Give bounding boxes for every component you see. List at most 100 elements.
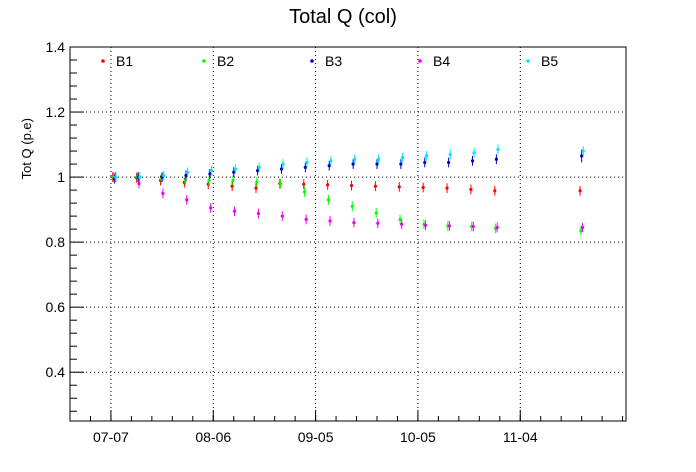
axes: 0.4 0.6 0.8 1 1.2 1.4 07-07 08-06 09-05 10-05 11-0… (46, 39, 624, 445)
data-point (232, 209, 237, 213)
data-point (256, 211, 261, 216)
y-tick-label: 0.8 (46, 234, 66, 250)
data-point (352, 221, 356, 225)
data-point (376, 221, 380, 225)
data-point (376, 157, 381, 161)
data-point (493, 189, 497, 193)
data-point (327, 164, 331, 168)
data-point (162, 173, 166, 178)
series-B4 (113, 172, 585, 233)
data-point (280, 214, 284, 218)
y-tick-label: 1.4 (46, 39, 66, 55)
data-point (209, 206, 213, 210)
data-point (138, 175, 142, 179)
series-B2 (111, 172, 583, 236)
data-point (350, 204, 354, 208)
data-point (397, 185, 401, 189)
legend-marker (310, 59, 314, 63)
data-point (255, 180, 259, 184)
data-points (111, 144, 585, 236)
y-tick-label: 1 (57, 169, 65, 185)
series-B1 (111, 172, 582, 196)
series-B3 (112, 149, 584, 184)
data-point (232, 170, 236, 174)
data-point (447, 224, 452, 228)
plot-frame (69, 46, 627, 422)
legend-marker (418, 59, 422, 63)
data-point (578, 189, 582, 193)
data-point (470, 159, 475, 163)
data-point (580, 225, 585, 230)
data-point (279, 167, 284, 171)
data-point (303, 165, 307, 169)
data-point (398, 217, 402, 221)
data-point (329, 159, 333, 163)
data-point (400, 155, 405, 160)
data-point (114, 175, 118, 179)
y-tick-label: 0.6 (46, 299, 66, 315)
data-point (257, 165, 261, 169)
legend-marker (101, 59, 105, 63)
data-point (233, 167, 237, 171)
data-point (580, 154, 584, 158)
legend-label: B4 (433, 53, 450, 69)
data-point (254, 186, 258, 190)
data-point (328, 219, 332, 223)
grid (70, 47, 626, 421)
legend-label: B3 (325, 53, 342, 69)
data-point (423, 223, 428, 227)
data-point (472, 151, 476, 155)
x-tick-label: 08-06 (195, 429, 231, 445)
data-point (304, 217, 308, 221)
data-point (281, 162, 285, 166)
x-tick-label: 07-07 (93, 429, 129, 445)
data-point (373, 184, 377, 188)
data-point (302, 182, 306, 186)
data-point (353, 157, 357, 161)
data-point (230, 184, 234, 188)
chart-title: Total Q (col) (289, 6, 397, 28)
data-point (302, 190, 307, 194)
data-point (469, 187, 473, 192)
x-tick-label: 11-04 (503, 429, 538, 445)
data-point (305, 160, 309, 165)
data-point (400, 222, 404, 226)
x-tick-label: 10-05 (400, 429, 436, 445)
data-point (185, 170, 190, 174)
x-tick-label: 09-05 (298, 429, 334, 445)
y-tick-label: 1.2 (46, 104, 66, 120)
legend-label: B1 (116, 53, 133, 69)
legend-label: B2 (217, 53, 234, 69)
data-point (447, 160, 451, 165)
data-point (185, 198, 189, 202)
data-point (495, 225, 499, 230)
data-point (326, 183, 330, 187)
data-point (374, 211, 378, 215)
data-point (399, 162, 403, 166)
data-point (496, 147, 500, 152)
data-point (423, 160, 427, 165)
data-point (279, 181, 283, 186)
y-axis-label: Tot Q (p.e) (19, 118, 34, 179)
data-point (231, 178, 235, 182)
series-B5 (114, 144, 585, 182)
legend: B1 B2 B3 B4 B5 (101, 53, 558, 69)
data-point (351, 162, 355, 166)
data-point (579, 229, 583, 233)
data-point (326, 198, 331, 202)
data-point (184, 173, 188, 178)
data-point (349, 183, 354, 188)
data-point (209, 168, 214, 173)
legend-marker (526, 59, 530, 63)
data-point (161, 191, 165, 195)
data-point (471, 224, 475, 229)
data-point (424, 154, 428, 158)
legend-marker (202, 59, 206, 63)
data-point (137, 181, 141, 186)
data-point (494, 157, 498, 161)
legend-label: B5 (541, 53, 558, 69)
data-point (581, 149, 585, 153)
data-point (207, 178, 211, 182)
data-point (256, 168, 260, 173)
